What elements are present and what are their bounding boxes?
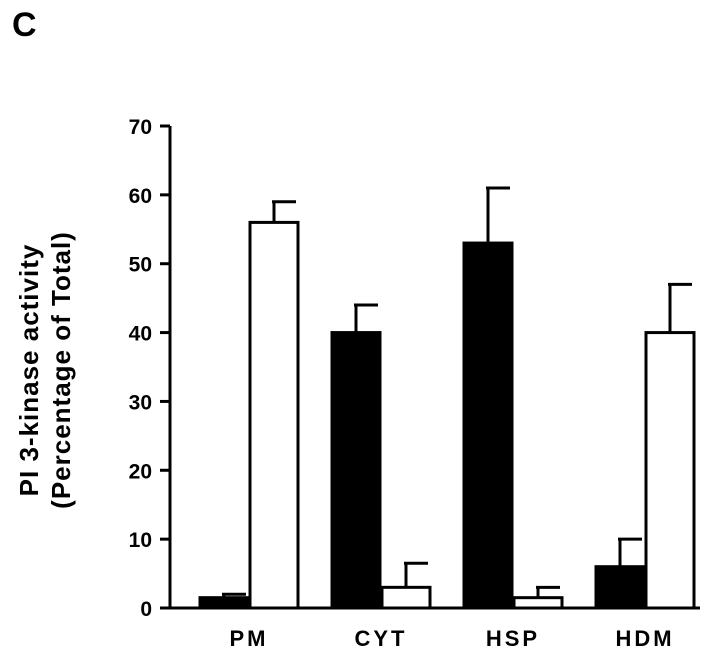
y-axis-title-line-1: PI 3-kinase activity [14, 244, 44, 497]
x-tick-label: PM [230, 626, 269, 651]
bar-cyt-series-2 [380, 585, 432, 610]
y-tick-label: 40 [129, 323, 152, 346]
y-tick-label: 30 [129, 391, 152, 414]
y-axis: 0 10 20 30 40 50 60 70 [129, 116, 172, 621]
bar-cyt-series-1 [330, 331, 382, 610]
y-tick-label: 10 [129, 529, 152, 552]
y-axis-title: PI 3-kinase activity (Percentage of Tota… [14, 231, 76, 509]
x-tick-label: HDM [615, 626, 674, 651]
x-tick-label: HSP [486, 626, 540, 651]
x-tick-label: CYT [355, 626, 408, 651]
panel-label: C [12, 6, 37, 44]
bars [198, 186, 696, 610]
bar-hdm-series-1 [594, 565, 646, 610]
bar-hsp-series-1 [462, 241, 514, 610]
y-axis-title-line-2: (Percentage of Total) [46, 231, 76, 509]
bar-hsp-series-2 [512, 596, 564, 610]
y-tick-label: 50 [129, 254, 152, 277]
y-tick-label: 20 [129, 460, 152, 483]
y-tick-label: 70 [129, 116, 152, 139]
y-tick-label: 60 [129, 185, 152, 208]
bar-hdm-series-2 [644, 331, 696, 610]
y-tick-label: 0 [140, 598, 152, 621]
bar-pm-series-2 [248, 220, 300, 610]
x-axis: PM CYT HSP HDM [170, 606, 700, 651]
bar-pm-series-1 [198, 596, 250, 610]
